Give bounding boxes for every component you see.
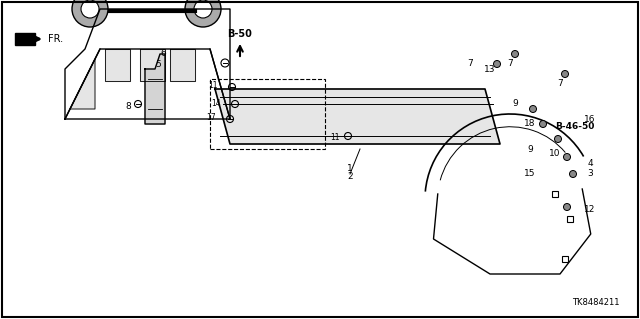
Text: 17: 17	[206, 114, 216, 122]
Circle shape	[194, 0, 212, 18]
Bar	[562, 256, 568, 262]
Circle shape	[511, 50, 518, 57]
Text: 11: 11	[330, 133, 340, 143]
Polygon shape	[170, 49, 195, 81]
Text: 10: 10	[549, 150, 561, 159]
Bar	[567, 216, 573, 222]
Text: 16: 16	[584, 115, 596, 123]
Text: TK8484211: TK8484211	[573, 298, 620, 307]
Polygon shape	[140, 49, 165, 81]
Circle shape	[554, 136, 561, 143]
Bar	[552, 191, 558, 197]
Polygon shape	[15, 33, 35, 45]
Text: 9: 9	[527, 145, 533, 153]
Circle shape	[563, 204, 570, 211]
Text: 8: 8	[125, 102, 131, 111]
Text: 2: 2	[347, 172, 353, 181]
Text: B-50: B-50	[228, 29, 252, 39]
Text: B-46-50: B-46-50	[555, 122, 595, 131]
Text: 15: 15	[524, 169, 536, 179]
Text: 7: 7	[557, 79, 563, 88]
Text: 12: 12	[584, 204, 596, 213]
Polygon shape	[215, 89, 500, 144]
Text: 1: 1	[347, 164, 353, 173]
Text: 6: 6	[160, 49, 166, 58]
Text: 11: 11	[209, 81, 218, 91]
Circle shape	[72, 0, 108, 27]
Text: FR.: FR.	[48, 34, 63, 44]
Circle shape	[493, 61, 500, 68]
Circle shape	[563, 153, 570, 160]
Polygon shape	[105, 49, 130, 81]
Circle shape	[185, 0, 221, 27]
Polygon shape	[70, 59, 95, 109]
Text: 18: 18	[524, 120, 536, 129]
Text: 3: 3	[587, 169, 593, 179]
Circle shape	[540, 121, 547, 128]
Text: 7: 7	[467, 60, 473, 69]
Circle shape	[561, 70, 568, 78]
Circle shape	[81, 0, 99, 18]
Text: 13: 13	[484, 64, 496, 73]
Text: 14: 14	[211, 99, 221, 108]
Text: 5: 5	[155, 60, 161, 69]
Text: 7: 7	[507, 60, 513, 69]
Polygon shape	[145, 54, 165, 124]
Circle shape	[529, 106, 536, 113]
Text: 4: 4	[587, 160, 593, 168]
Text: 9: 9	[512, 100, 518, 108]
Circle shape	[570, 170, 577, 177]
